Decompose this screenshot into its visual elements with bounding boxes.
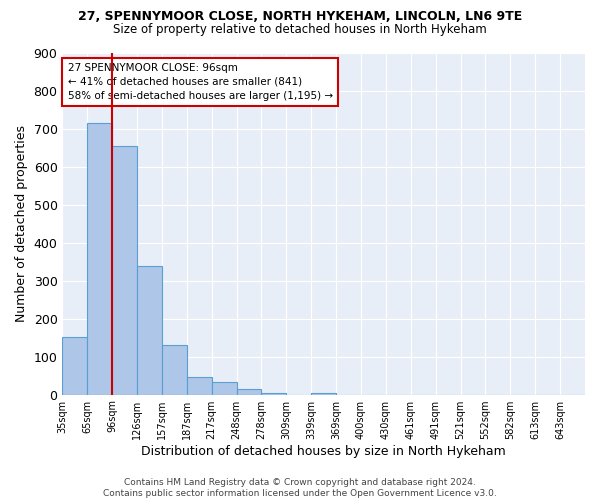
Bar [162, 345, 187, 395]
Bar [137, 266, 162, 394]
Text: 27, SPENNYMOOR CLOSE, NORTH HYKEHAM, LINCOLN, LN6 9TE: 27, SPENNYMOOR CLOSE, NORTH HYKEHAM, LIN… [78, 10, 522, 23]
Bar [187, 378, 212, 394]
Bar [62, 337, 88, 394]
Text: Contains HM Land Registry data © Crown copyright and database right 2024.
Contai: Contains HM Land Registry data © Crown c… [103, 478, 497, 498]
Text: 27 SPENNYMOOR CLOSE: 96sqm
← 41% of detached houses are smaller (841)
58% of sem: 27 SPENNYMOOR CLOSE: 96sqm ← 41% of deta… [68, 63, 333, 101]
Y-axis label: Number of detached properties: Number of detached properties [15, 125, 28, 322]
Bar [212, 382, 236, 394]
Bar [88, 123, 112, 394]
Text: Size of property relative to detached houses in North Hykeham: Size of property relative to detached ho… [113, 22, 487, 36]
Bar [311, 392, 336, 394]
Bar [112, 146, 137, 394]
Bar [262, 392, 286, 394]
X-axis label: Distribution of detached houses by size in North Hykeham: Distribution of detached houses by size … [142, 444, 506, 458]
Bar [236, 390, 262, 394]
